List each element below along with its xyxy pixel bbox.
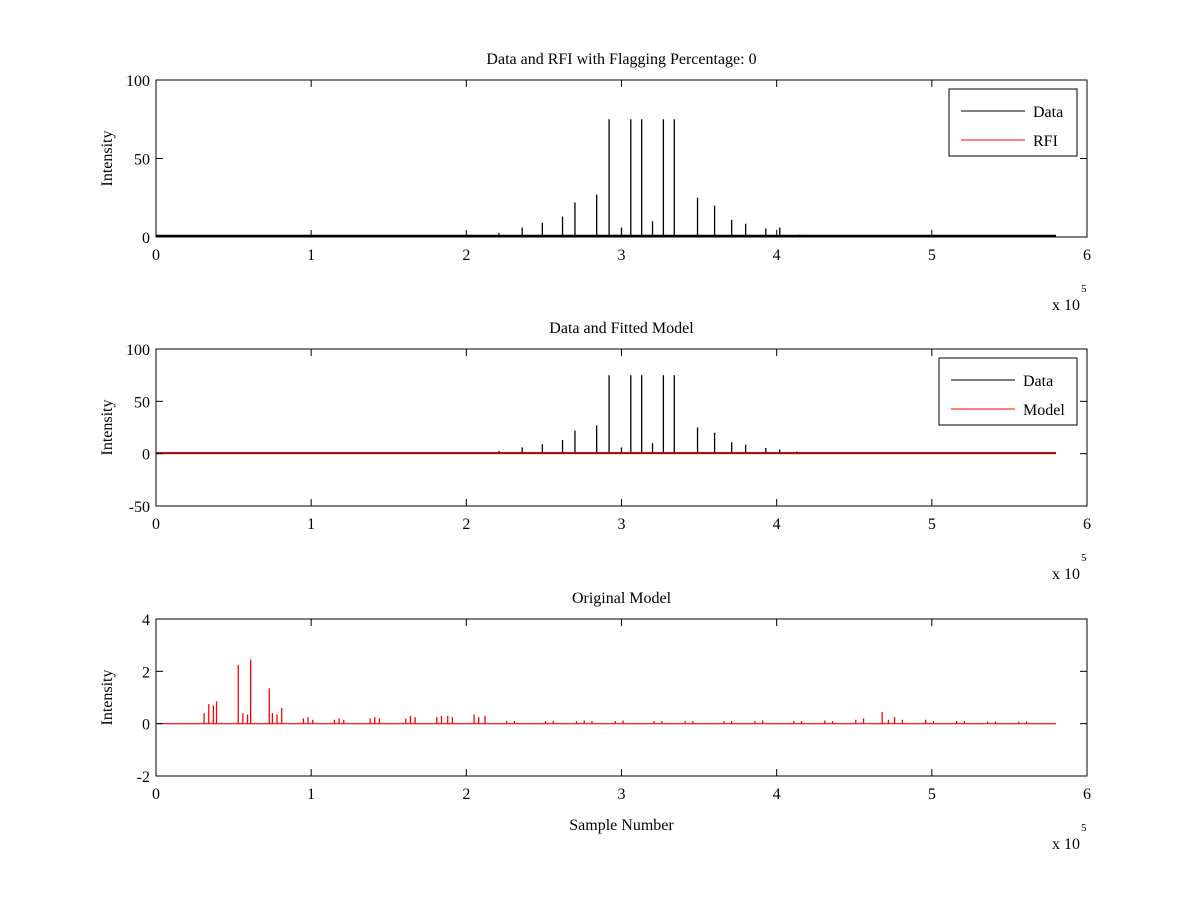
legend: Data Model [938, 357, 1078, 426]
x-tick-label: 0 [152, 516, 160, 533]
y-tick-label: 100 [126, 73, 150, 90]
y-tick-label: 100 [126, 342, 150, 359]
x-tick-label: 0 [152, 786, 160, 803]
x-tick-label: 6 [1083, 247, 1091, 264]
axes-frame [155, 79, 1088, 238]
legend-box [938, 357, 1078, 426]
legend-label: RFI [1033, 133, 1058, 150]
legend-label: Model [1023, 402, 1065, 419]
y-tick-label: 50 [134, 152, 150, 169]
x-tick-label: 2 [462, 247, 470, 264]
y-tick-label: 0 [142, 447, 150, 464]
x-multiplier-exponent: 5 [1081, 822, 1087, 834]
y-axis-label: Intensity [99, 131, 116, 187]
x-tick-label: 5 [928, 247, 936, 264]
x-tick-label: 3 [618, 786, 626, 803]
x-tick-label: 3 [618, 516, 626, 533]
series-data [156, 119, 1056, 237]
legend-box [948, 88, 1078, 157]
x-tick-label: 1 [307, 786, 315, 803]
y-axis-label: Intensity [99, 670, 116, 726]
y-axis-label: Intensity [99, 400, 116, 456]
legend: Data RFI [948, 88, 1078, 157]
axes-frame [155, 618, 1088, 777]
x-tick-label: 1 [307, 516, 315, 533]
legend-label: Data [1033, 104, 1063, 121]
y-tick-label: 2 [142, 664, 150, 681]
y-tick-label: 0 [142, 717, 150, 734]
chart-title: Original Model [572, 590, 672, 607]
y-tick-label: 0 [142, 230, 150, 247]
chart-title: Data and RFI with Flagging Percentage: 0 [486, 51, 756, 68]
x-tick-label: 4 [773, 247, 781, 264]
x-tick-label: 6 [1083, 786, 1091, 803]
x-tick-label: 0 [152, 247, 160, 264]
x-multiplier-exponent: 5 [1081, 552, 1087, 564]
x-tick-label: 5 [928, 516, 936, 533]
x-tick-label: 4 [773, 786, 781, 803]
x-tick-label: 4 [773, 516, 781, 533]
x-tick-label: 6 [1083, 516, 1091, 533]
x-tick-label: 2 [462, 786, 470, 803]
chart-title: Data and Fitted Model [549, 320, 694, 337]
y-tick-label: -2 [137, 769, 150, 786]
axes-frame [155, 348, 1088, 507]
y-tick-label: 4 [142, 612, 150, 629]
x-tick-label: 3 [618, 247, 626, 264]
x-multiplier: x 10 [1052, 566, 1080, 583]
series-model [203, 659, 1028, 724]
x-tick-label: 5 [928, 786, 936, 803]
x-tick-label: 1 [307, 247, 315, 264]
x-tick-label: 2 [462, 516, 470, 533]
x-axis-label: Sample Number [569, 817, 674, 834]
subplot-1: 0 1 2 3 4 5 6 0 50 100 Data and RFI with Flagging … [99, 51, 1091, 314]
y-tick-label: -50 [129, 499, 150, 516]
x-multiplier: x 10 [1052, 297, 1080, 314]
x-multiplier: x 10 [1052, 836, 1080, 853]
x-multiplier-exponent: 5 [1081, 283, 1087, 295]
y-tick-label: 50 [134, 394, 150, 411]
legend-label: Data [1023, 373, 1053, 390]
